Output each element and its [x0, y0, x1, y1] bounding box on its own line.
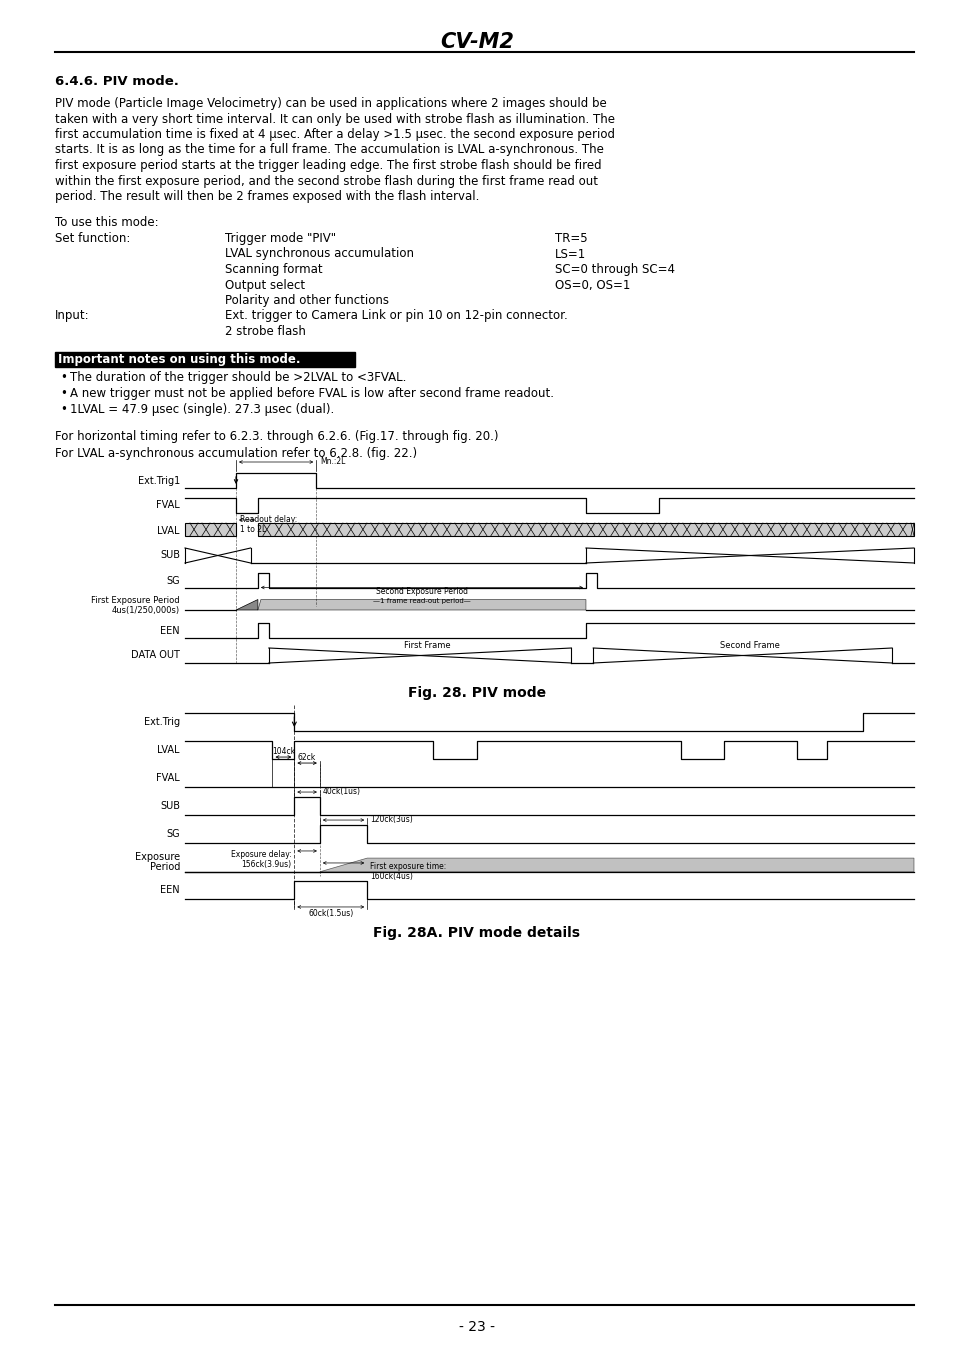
Bar [257, 523, 913, 536]
Text: 1LVAL = 47.9 μsec (single). 27.3 μsec (dual).: 1LVAL = 47.9 μsec (single). 27.3 μsec (d… [70, 404, 334, 416]
Text: Second Frame: Second Frame [720, 640, 780, 650]
Text: within the first exposure period, and the second strobe flash during the first f: within the first exposure period, and th… [55, 174, 598, 188]
Text: Fig. 28A. PIV mode details: Fig. 28A. PIV mode details [374, 925, 579, 940]
Text: 104ck: 104ck [272, 747, 294, 757]
Text: SG: SG [166, 576, 180, 585]
Text: Ext. trigger to Camera Link or pin 10 on 12-pin connector.: Ext. trigger to Camera Link or pin 10 on… [225, 309, 567, 323]
Text: •: • [60, 404, 67, 416]
Text: SC=0 through SC=4: SC=0 through SC=4 [555, 263, 675, 276]
Text: TR=5: TR=5 [555, 232, 587, 245]
Text: •: • [60, 370, 67, 384]
Text: LVAL synchronous accumulation: LVAL synchronous accumulation [225, 247, 414, 261]
Text: Input:: Input: [55, 309, 90, 323]
Text: Polarity and other functions: Polarity and other functions [225, 295, 389, 307]
Text: DATA OUT: DATA OUT [131, 650, 180, 661]
Text: 120ck(3us): 120ck(3us) [370, 815, 413, 824]
Bar [55, 351, 355, 366]
Text: 60ck(1.5us): 60ck(1.5us) [308, 909, 353, 917]
Text: period. The result will then be 2 frames exposed with the flash interval.: period. The result will then be 2 frames… [55, 190, 478, 203]
Text: 62ck: 62ck [297, 753, 315, 762]
Text: first exposure period starts at the trigger leading edge. The first strobe flash: first exposure period starts at the trig… [55, 159, 601, 172]
Text: First exposure time:
160ck(4us): First exposure time: 160ck(4us) [370, 862, 446, 881]
Bar [185, 523, 235, 536]
Text: Scanning format: Scanning format [225, 263, 322, 276]
Text: SG: SG [166, 830, 180, 839]
Text: 6.4.6. PIV mode.: 6.4.6. PIV mode. [55, 76, 179, 88]
Text: Readout delay:
1 to 2L: Readout delay: 1 to 2L [239, 515, 296, 535]
Text: FVAL: FVAL [156, 773, 180, 784]
Text: •: • [60, 386, 67, 400]
Text: 2 strobe flash: 2 strobe flash [225, 326, 306, 338]
Text: A new trigger must not be applied before FVAL is low after second frame readout.: A new trigger must not be applied before… [70, 386, 554, 400]
Text: taken with a very short time interval. It can only be used with strobe flash as : taken with a very short time interval. I… [55, 112, 615, 126]
Text: —1 frame read-out period—: —1 frame read-out period— [373, 597, 471, 604]
Text: Second Exposure Period: Second Exposure Period [375, 588, 467, 597]
Text: 40ck(1us): 40ck(1us) [322, 786, 360, 796]
Text: Period: Period [150, 862, 180, 871]
Text: PIV mode (Particle Image Velocimetry) can be used in applications where 2 images: PIV mode (Particle Image Velocimetry) ca… [55, 97, 606, 109]
Text: Output select: Output select [225, 278, 305, 292]
Text: LVAL: LVAL [157, 744, 180, 755]
Text: OS=0, OS=1: OS=0, OS=1 [555, 278, 630, 292]
Text: LVAL: LVAL [157, 526, 180, 535]
Text: To use this mode:: To use this mode: [55, 216, 158, 228]
Polygon shape [319, 858, 913, 871]
Text: Ext.Trig1: Ext.Trig1 [137, 476, 180, 485]
Text: For LVAL a-synchronous accumulation refer to 6.2.8. (fig. 22.): For LVAL a-synchronous accumulation refe… [55, 446, 416, 459]
Text: CV-M2: CV-M2 [439, 32, 514, 51]
Text: Exposure: Exposure [134, 852, 180, 862]
Text: first accumulation time is fixed at 4 μsec. After a delay >1.5 μsec. the second : first accumulation time is fixed at 4 μs… [55, 128, 615, 141]
Text: EEN: EEN [160, 885, 180, 894]
Text: LS=1: LS=1 [555, 247, 586, 261]
Text: Mn.:2L: Mn.:2L [320, 458, 345, 466]
Text: First Frame: First Frame [404, 640, 450, 650]
Text: Important notes on using this mode.: Important notes on using this mode. [58, 353, 300, 366]
Polygon shape [235, 600, 257, 611]
Text: Fig. 28. PIV mode: Fig. 28. PIV mode [408, 686, 545, 700]
Text: FVAL: FVAL [156, 500, 180, 511]
Text: Exposure delay:
156ck(3.9us): Exposure delay: 156ck(3.9us) [231, 850, 291, 869]
Text: SUB: SUB [160, 550, 180, 561]
Text: Set function:: Set function: [55, 232, 131, 245]
Text: Ext.Trig: Ext.Trig [144, 717, 180, 727]
Text: The duration of the trigger should be >2LVAL to <3FVAL.: The duration of the trigger should be >2… [70, 370, 406, 384]
Text: EEN: EEN [160, 626, 180, 635]
Text: - 23 -: - 23 - [458, 1320, 495, 1333]
Polygon shape [257, 600, 585, 611]
Text: SUB: SUB [160, 801, 180, 811]
Text: For horizontal timing refer to 6.2.3. through 6.2.6. (Fig.17. through fig. 20.): For horizontal timing refer to 6.2.3. th… [55, 430, 498, 443]
Text: starts. It is as long as the time for a full frame. The accumulation is LVAL a-s: starts. It is as long as the time for a … [55, 143, 603, 157]
Text: First Exposure Period: First Exposure Period [91, 596, 180, 605]
Text: 4us(1/250,000s): 4us(1/250,000s) [112, 607, 180, 615]
Text: Trigger mode "PIV": Trigger mode "PIV" [225, 232, 335, 245]
